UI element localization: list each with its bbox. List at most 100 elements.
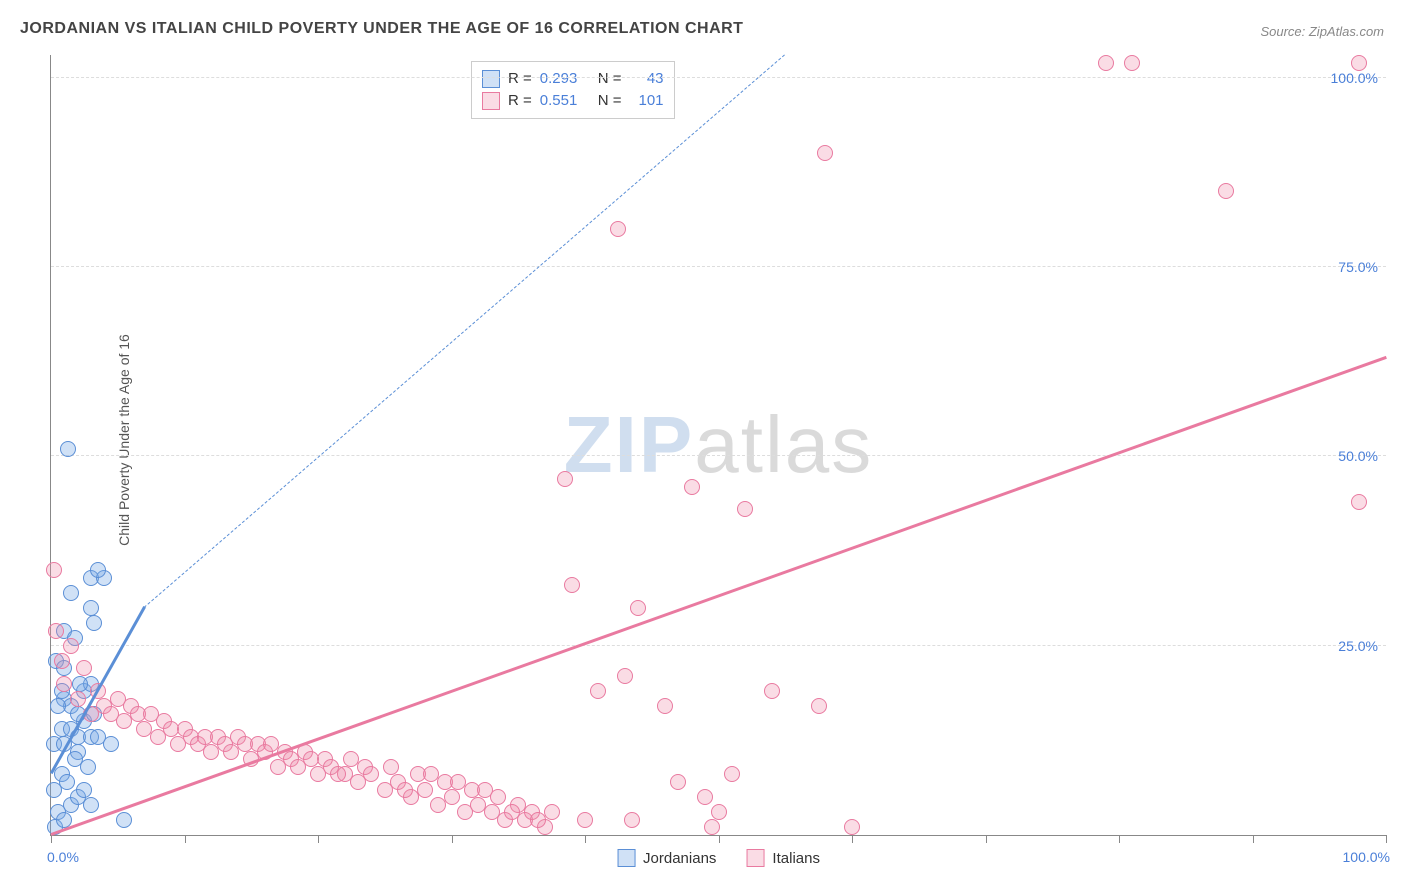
scatter-point bbox=[817, 145, 833, 161]
scatter-point bbox=[564, 577, 580, 593]
n-label: N = bbox=[598, 90, 622, 112]
scatter-point bbox=[76, 782, 92, 798]
trend-line-dashed bbox=[144, 54, 785, 608]
scatter-point bbox=[330, 766, 346, 782]
scatter-point bbox=[70, 691, 86, 707]
scatter-point bbox=[72, 676, 88, 692]
y-tick-label: 50.0% bbox=[1323, 448, 1378, 464]
gridline-h bbox=[51, 266, 1386, 267]
scatter-point bbox=[811, 698, 827, 714]
chart-title: JORDANIAN VS ITALIAN CHILD POVERTY UNDER… bbox=[20, 20, 743, 38]
scatter-point bbox=[67, 751, 83, 767]
scatter-point bbox=[60, 441, 76, 457]
scatter-point bbox=[670, 774, 686, 790]
scatter-point bbox=[1351, 55, 1367, 71]
x-tick bbox=[185, 835, 186, 843]
x-tick-label: 100.0% bbox=[1343, 849, 1390, 865]
r-value: 0.551 bbox=[540, 90, 590, 112]
scatter-point bbox=[657, 698, 673, 714]
legend-row: R = 0.293 N = 43 bbox=[482, 68, 664, 90]
scatter-point bbox=[630, 600, 646, 616]
scatter-point bbox=[530, 812, 546, 828]
scatter-point bbox=[397, 782, 413, 798]
watermark-atlas: atlas bbox=[694, 400, 873, 489]
legend-label: Jordanians bbox=[643, 850, 716, 867]
scatter-point bbox=[624, 812, 640, 828]
gridline-h bbox=[51, 645, 1386, 646]
scatter-point bbox=[557, 471, 573, 487]
scatter-point bbox=[1218, 183, 1234, 199]
scatter-point bbox=[76, 660, 92, 676]
scatter-point bbox=[590, 683, 606, 699]
x-tick bbox=[719, 835, 720, 843]
y-tick-label: 25.0% bbox=[1323, 638, 1378, 654]
scatter-point bbox=[617, 668, 633, 684]
r-value: 0.293 bbox=[540, 68, 590, 90]
scatter-point bbox=[59, 774, 75, 790]
n-label: N = bbox=[598, 68, 622, 90]
scatter-point bbox=[704, 819, 720, 835]
scatter-point bbox=[303, 751, 319, 767]
legend-swatch bbox=[482, 92, 500, 110]
series-legend: Jordanians Italians bbox=[617, 849, 820, 867]
scatter-point bbox=[48, 623, 64, 639]
r-label: R = bbox=[508, 90, 532, 112]
scatter-point bbox=[490, 789, 506, 805]
watermark: ZIPatlas bbox=[564, 399, 873, 491]
scatter-point bbox=[444, 789, 460, 805]
scatter-point bbox=[50, 698, 66, 714]
gridline-h bbox=[51, 77, 1386, 78]
scatter-point bbox=[103, 736, 119, 752]
legend-label: Italians bbox=[772, 850, 820, 867]
scatter-point bbox=[1124, 55, 1140, 71]
scatter-point bbox=[56, 676, 72, 692]
scatter-point bbox=[610, 221, 626, 237]
correlation-legend: R = 0.293 N = 43 R = 0.551 N = 101 bbox=[471, 61, 675, 119]
scatter-point bbox=[83, 797, 99, 813]
scatter-point bbox=[54, 653, 70, 669]
legend-swatch bbox=[482, 70, 500, 88]
legend-item: Jordanians bbox=[617, 849, 716, 867]
x-tick-label: 0.0% bbox=[47, 849, 79, 865]
legend-swatch bbox=[617, 849, 635, 867]
n-value: 101 bbox=[630, 90, 664, 112]
scatter-point bbox=[504, 804, 520, 820]
scatter-point bbox=[1351, 494, 1367, 510]
scatter-point bbox=[417, 782, 433, 798]
scatter-point bbox=[764, 683, 780, 699]
scatter-point bbox=[46, 562, 62, 578]
n-value: 43 bbox=[630, 68, 664, 90]
scatter-point bbox=[1098, 55, 1114, 71]
x-tick bbox=[852, 835, 853, 843]
scatter-point bbox=[697, 789, 713, 805]
scatter-point bbox=[363, 766, 379, 782]
scatter-point bbox=[63, 585, 79, 601]
scatter-point bbox=[684, 479, 700, 495]
scatter-plot-area: ZIPatlas R =0.293N =43R =0.551N =101 Jor… bbox=[50, 55, 1386, 836]
scatter-point bbox=[90, 562, 106, 578]
x-tick bbox=[986, 835, 987, 843]
x-tick bbox=[452, 835, 453, 843]
x-tick bbox=[1253, 835, 1254, 843]
legend-item: Italians bbox=[746, 849, 820, 867]
source-attribution: Source: ZipAtlas.com bbox=[1260, 24, 1384, 39]
x-tick bbox=[318, 835, 319, 843]
x-tick bbox=[585, 835, 586, 843]
scatter-point bbox=[63, 638, 79, 654]
y-tick-label: 100.0% bbox=[1323, 70, 1378, 86]
legend-row: R = 0.551 N = 101 bbox=[482, 90, 664, 112]
scatter-point bbox=[116, 812, 132, 828]
scatter-point bbox=[83, 600, 99, 616]
x-tick bbox=[1386, 835, 1387, 843]
scatter-point bbox=[844, 819, 860, 835]
r-label: R = bbox=[508, 68, 532, 90]
trend-line-solid bbox=[51, 355, 1387, 834]
scatter-point bbox=[86, 615, 102, 631]
scatter-point bbox=[383, 759, 399, 775]
legend-swatch bbox=[746, 849, 764, 867]
watermark-zip: ZIP bbox=[564, 400, 694, 489]
scatter-point bbox=[724, 766, 740, 782]
gridline-h bbox=[51, 455, 1386, 456]
scatter-point bbox=[263, 736, 279, 752]
scatter-point bbox=[711, 804, 727, 820]
